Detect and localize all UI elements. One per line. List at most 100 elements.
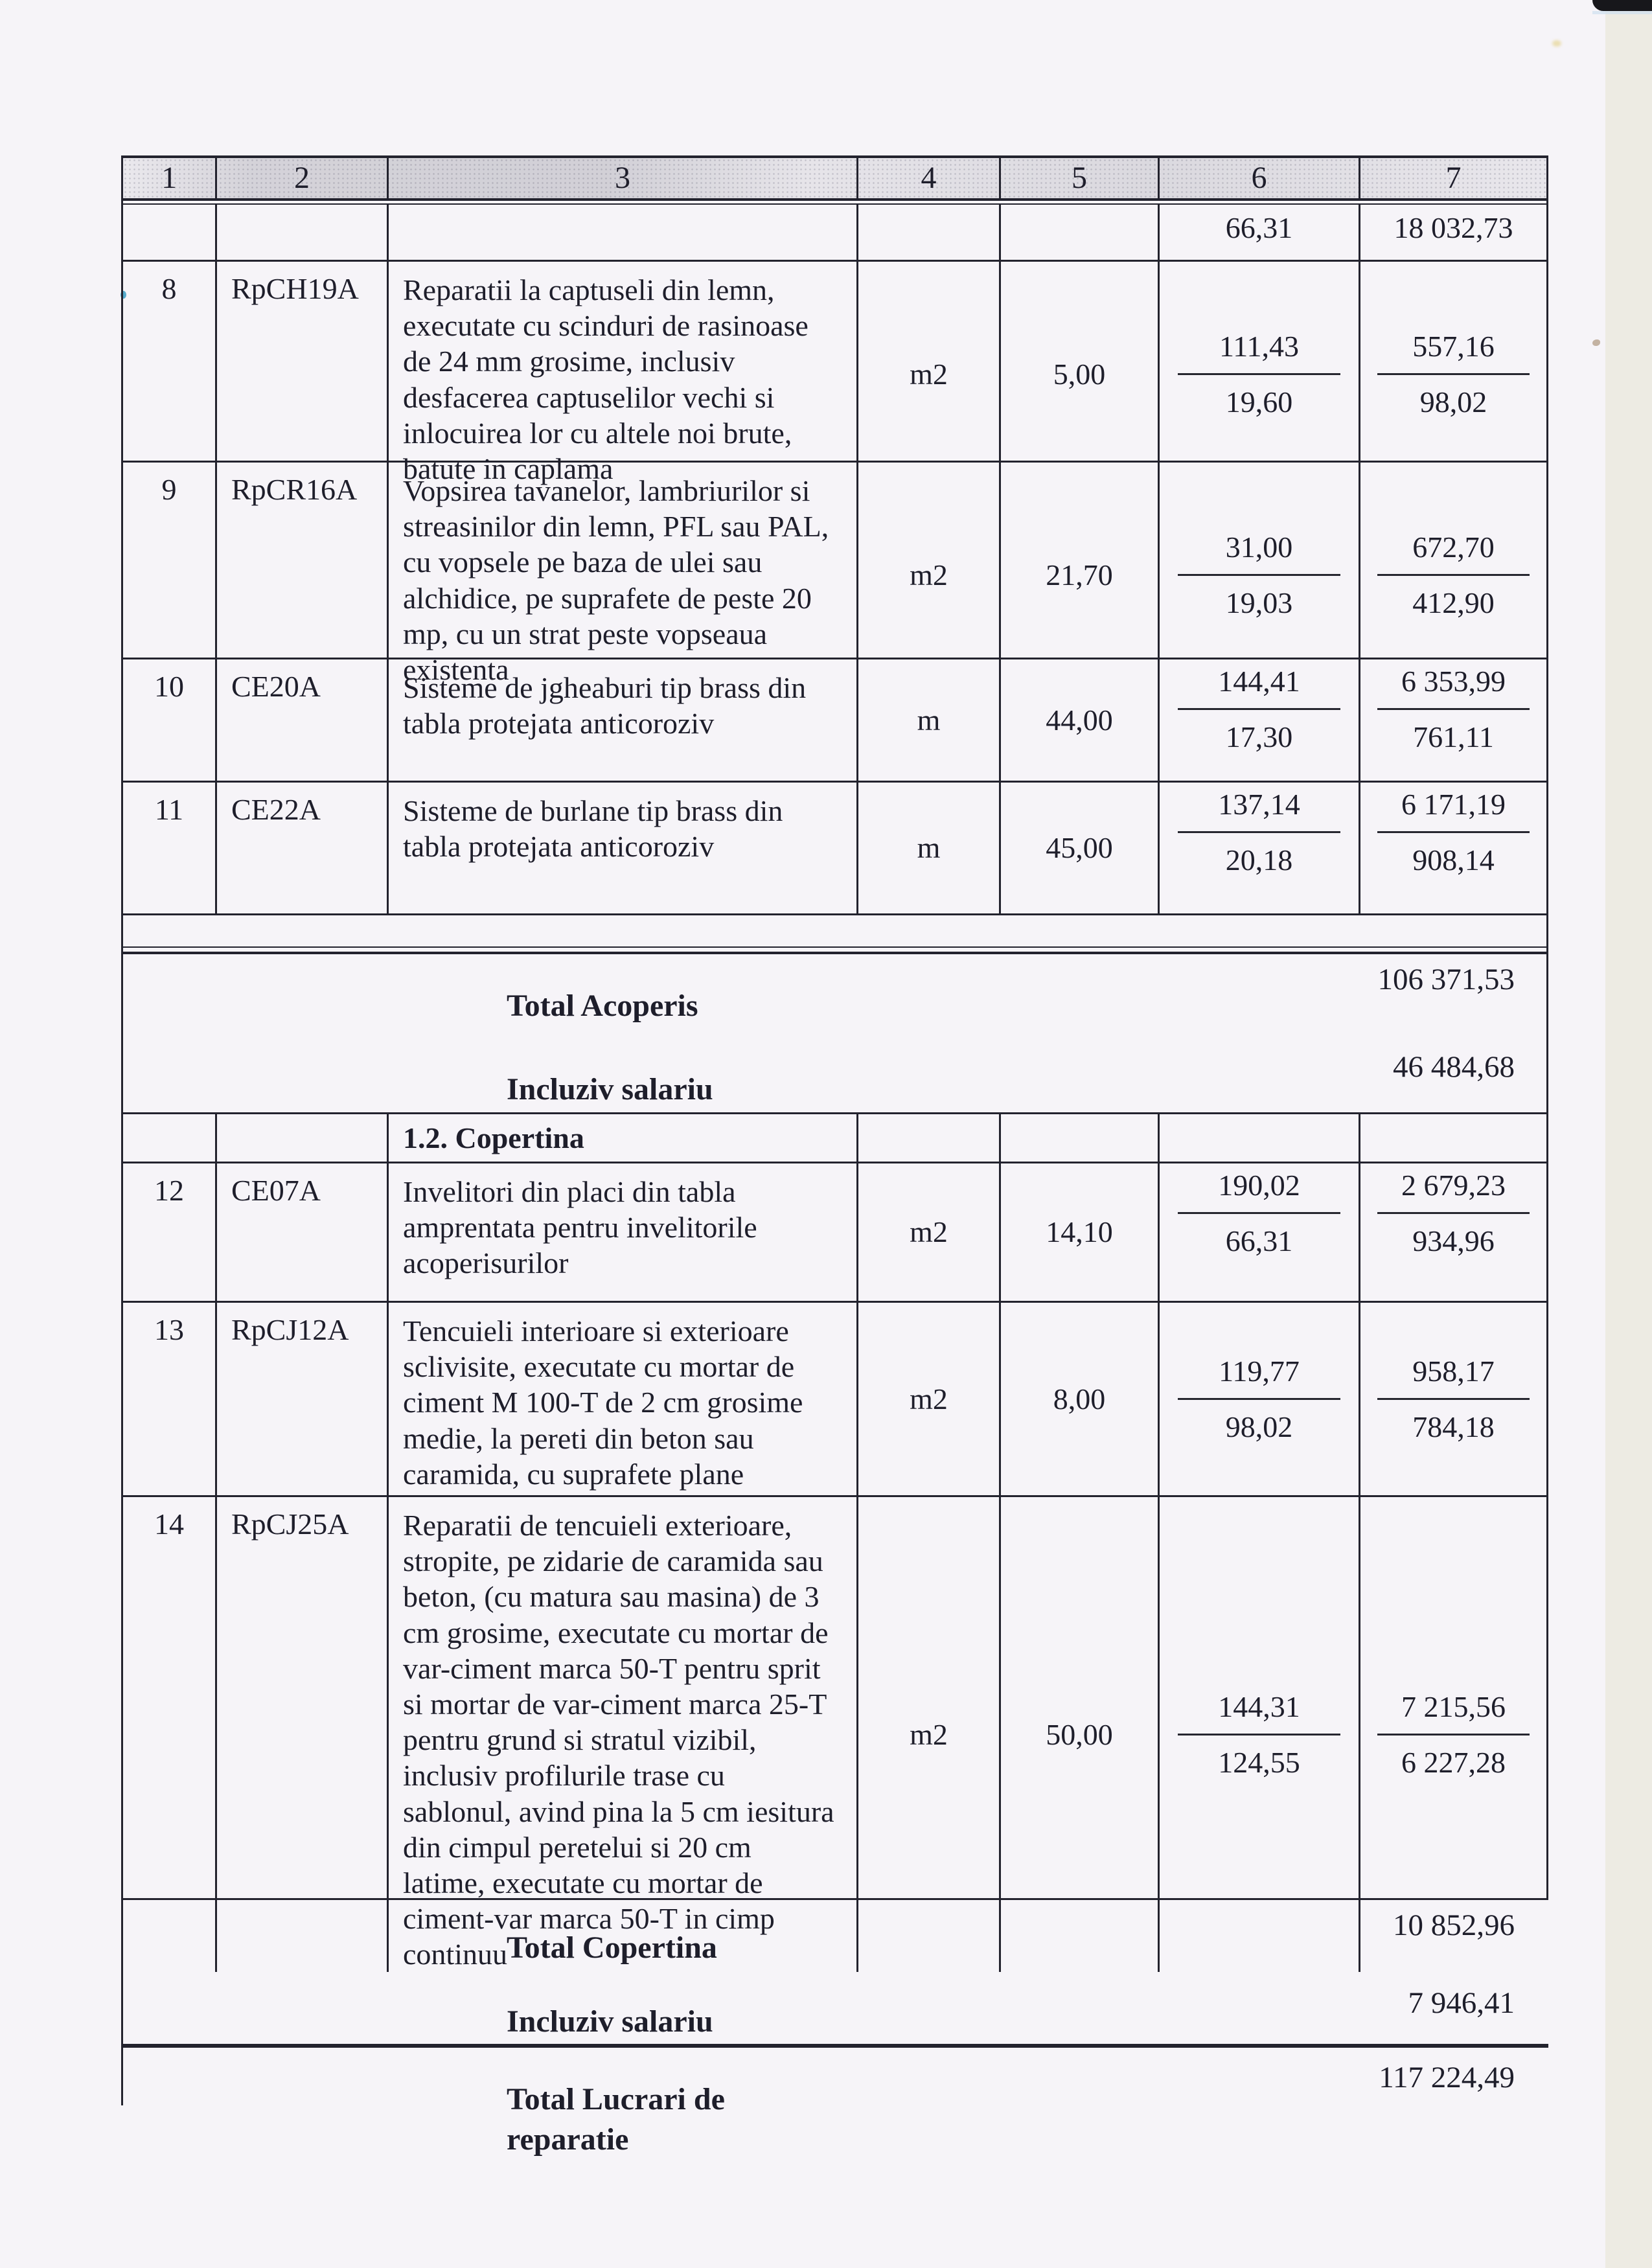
total-value: 2 679,23 <box>1401 1169 1506 1202</box>
fraction-line <box>1177 831 1341 834</box>
item-description: Invelitori din placi din tabla amprentat… <box>389 1163 858 1301</box>
total-cell: 7 215,56 6 227,28 <box>1360 1497 1546 1972</box>
unit-price: 111,43 <box>1219 329 1300 363</box>
unit-price-cell: 31,00 19,03 <box>1160 463 1360 688</box>
ink-speck <box>1592 339 1600 346</box>
item-number: 10 <box>123 659 217 781</box>
unit-cell: m2 <box>858 1303 1001 1495</box>
column-header: 5 <box>1001 158 1160 198</box>
item-code: RpCJ25A <box>217 1497 389 1973</box>
unit-price-cell: 111,43 19,60 <box>1160 262 1360 487</box>
item-description: Sisteme de jgheaburi tip brass din tabla… <box>389 659 858 781</box>
total-salary: 934,96 <box>1412 1224 1495 1258</box>
column-header: 7 <box>1445 161 1462 196</box>
item-number: 9 <box>123 463 217 688</box>
total-salary: 784,18 <box>1412 1410 1495 1443</box>
item-row-8: 8 RpCH19A Reparatii la captuseli din lem… <box>123 262 1548 487</box>
fraction-line <box>1177 1734 1341 1736</box>
ink-speck <box>1552 40 1561 47</box>
unit-price-salary: 17,30 <box>1225 720 1293 754</box>
incluziv-salariu-row: Incluziv salariu 46 484,68 <box>123 1042 1548 1114</box>
column-header: 6 <box>1160 158 1360 198</box>
item-number <box>123 205 217 260</box>
item-description: Reparatii la captuseli din lemn, executa… <box>389 262 858 487</box>
total-value: 10 852,96 <box>1393 1908 1515 1942</box>
unit-price: 119,77 <box>1219 1354 1300 1388</box>
item-row-9: 9 RpCR16A Vopsirea tavanelor, lambriuril… <box>123 463 1548 688</box>
grand-total-label: Total Lucrari de reparatie <box>507 2082 725 2157</box>
scanner-corner-glow <box>1592 11 1652 14</box>
unit-cell: m <box>858 783 1001 913</box>
salary-value: 7 946,41 <box>1408 1986 1515 2020</box>
total-value: 106 371,53 <box>1377 963 1515 996</box>
salary-value: 46 484,68 <box>1393 1050 1515 1084</box>
total-label: Total Copertina <box>507 1930 717 1965</box>
salary-label: Incluziv salariu <box>507 1072 713 1106</box>
table-right-border <box>1546 155 1548 1900</box>
total-value: 958,17 <box>1412 1354 1495 1388</box>
item-row-13: 13 RpCJ12A Tencuieli interioare si exter… <box>123 1303 1548 1497</box>
item-description: Sisteme de burlane tip brass din tabla p… <box>389 783 858 913</box>
column-header: 2 <box>217 158 389 198</box>
total-cell: 18 032,73 <box>1394 211 1513 244</box>
fraction-line <box>1377 1734 1530 1736</box>
total-cell: 958,17 784,18 <box>1360 1303 1546 1495</box>
unit-cell <box>858 1114 1001 1162</box>
total-value: 672,70 <box>1412 530 1495 564</box>
grand-total-value: 117 224,49 <box>1379 2061 1515 2094</box>
item-description: Reparatii de tencuieli exterioare, strop… <box>389 1497 858 1973</box>
fraction-line <box>1377 1212 1530 1215</box>
unit-price-cell: 66,31 <box>1160 205 1360 260</box>
scanner-corner-artifact <box>1592 0 1652 11</box>
fraction-line <box>1377 1398 1530 1400</box>
quantity-cell: 44,00 <box>1001 659 1160 781</box>
column-header: 1 <box>123 158 217 198</box>
total-value: 6 353,99 <box>1401 665 1506 698</box>
item-code <box>217 1114 389 1162</box>
header-row: 1 2 3 4 5 6 7 <box>123 155 1548 201</box>
unit-price: 190,02 <box>1218 1169 1300 1202</box>
item-number: 8 <box>123 262 217 487</box>
unit-price-cell: 144,41 17,30 <box>1160 659 1360 781</box>
total-label: Total Acoperis <box>507 989 698 1023</box>
total-cell <box>1360 1114 1546 1162</box>
unit-price-cell: 119,77 98,02 <box>1160 1303 1360 1495</box>
fraction-line <box>1377 831 1530 834</box>
double-rule <box>123 2046 1548 2056</box>
fraction-line <box>1177 708 1341 711</box>
unit-price-salary: 98,02 <box>1225 1410 1293 1443</box>
item-description: Vopsirea tavanelor, lambriurilor si stre… <box>389 463 858 688</box>
item-code: RpCJ12A <box>217 1303 389 1495</box>
total-acoperis-row: Total Acoperis 106 371,53 <box>123 954 1548 1042</box>
double-rule <box>123 201 1548 205</box>
total-salary: 908,14 <box>1412 843 1495 877</box>
quantity-cell: 21,70 <box>1001 463 1160 688</box>
unit-price-salary: 19,03 <box>1225 586 1293 620</box>
fraction-line <box>1177 373 1341 376</box>
item-code: RpCR16A <box>217 463 389 688</box>
salary-label: Incluziv salariu <box>507 2004 713 2039</box>
item-number: 12 <box>123 1163 217 1301</box>
unit-price: 144,41 <box>1218 665 1300 698</box>
quantity-cell: 8,00 <box>1001 1303 1160 1495</box>
quantity-cell: 5,00 <box>1001 262 1160 487</box>
column-header: 4 <box>858 158 1001 198</box>
table-spacer <box>123 915 1548 946</box>
unit-price-cell <box>1160 1114 1360 1162</box>
unit-price-salary: 19,60 <box>1225 385 1293 419</box>
total-salary: 412,90 <box>1412 586 1495 620</box>
unit-price-cell: 190,02 66,31 <box>1160 1163 1360 1301</box>
scanner-edge-band <box>1605 0 1652 2268</box>
section-header-copertina: 1.2. Copertina <box>123 1114 1548 1163</box>
fraction-line <box>1377 574 1530 577</box>
item-number: 14 <box>123 1497 217 1973</box>
item-number <box>123 1114 217 1162</box>
item-description: Tencuieli interioare si exterioare scliv… <box>389 1303 858 1495</box>
carryover-row: 66,31 18 032,73 <box>123 205 1548 262</box>
fraction-line <box>1177 1398 1341 1400</box>
unit-cell: m <box>858 659 1001 781</box>
unit-price-salary: 124,55 <box>1218 1746 1300 1780</box>
item-row-14: 14 RpCJ25A Reparatii de tencuieli exteri… <box>123 1497 1548 1973</box>
incluziv-salariu-row: Incluziv salariu 7 946,41 <box>123 1978 1548 2046</box>
